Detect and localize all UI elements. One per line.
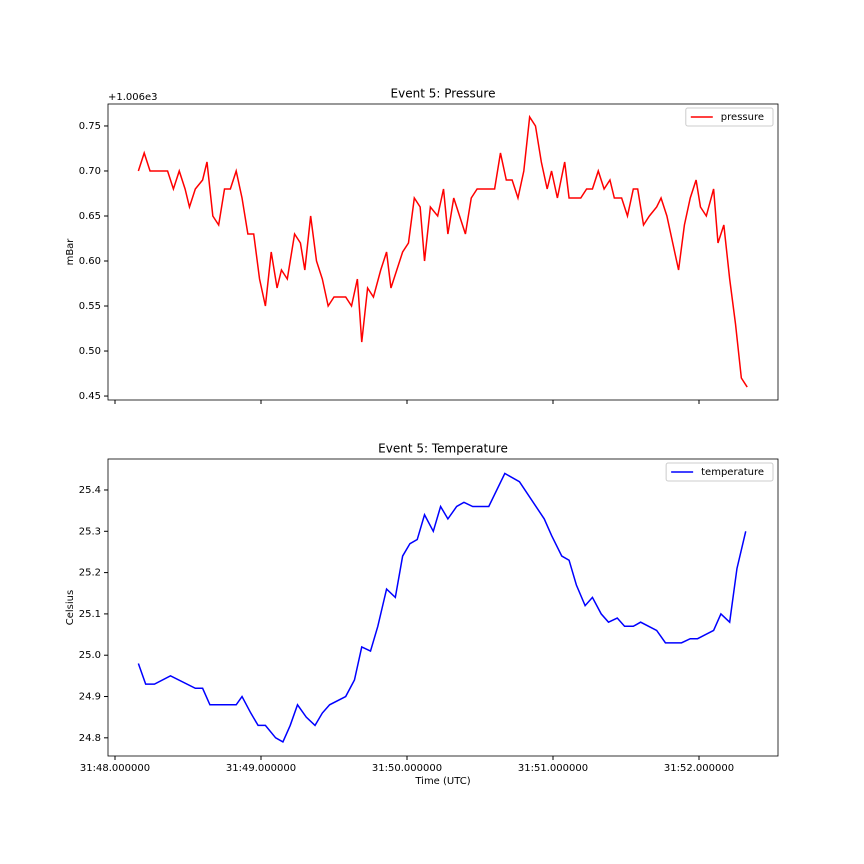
x-tick-label: 31:48.000000	[80, 763, 150, 774]
legend: pressure	[685, 107, 774, 127]
legend-label: pressure	[721, 112, 764, 123]
y-tick-label: 0.55	[79, 301, 101, 312]
y-tick-label: 24.9	[79, 692, 101, 703]
chart-title: Event 5: Pressure	[391, 87, 496, 101]
y-tick-label: 0.45	[79, 391, 101, 402]
y-tick-label: 0.65	[79, 211, 101, 222]
y-tick-label: 25.3	[79, 526, 101, 537]
y-tick-label: 25.0	[79, 650, 101, 661]
legend: temperature	[665, 462, 774, 482]
plot-frame	[107, 103, 779, 401]
x-tick-label: 31:51.000000	[518, 763, 588, 774]
data-line	[137, 472, 747, 744]
y-axis-label: mBar	[65, 238, 76, 266]
legend-box	[685, 107, 774, 127]
x-tick-label: 31:49.000000	[226, 763, 296, 774]
chart-title: Event 5: Temperature	[378, 442, 508, 456]
y-tick-label: 0.50	[79, 346, 101, 357]
y-tick-label: 0.70	[79, 166, 101, 177]
legend-label: temperature	[701, 467, 764, 478]
y-tick-label: 0.60	[79, 256, 101, 267]
x-tick-label: 31:50.000000	[372, 763, 442, 774]
y-tick-label: 24.8	[79, 733, 101, 744]
y-offset-label: +1.006e3	[108, 92, 158, 103]
y-tick-label: 25.1	[79, 609, 101, 620]
y-tick-label: 25.2	[79, 568, 101, 579]
x-tick-label: 31:52.000000	[664, 763, 734, 774]
y-tick-label: 0.75	[79, 121, 101, 132]
y-tick-label: 25.4	[79, 485, 101, 496]
legend-box	[665, 462, 774, 482]
x-axis-label: Time (UTC)	[414, 776, 470, 787]
y-axis-label: Celsius	[65, 590, 76, 625]
plot-frame	[107, 458, 779, 757]
data-line	[137, 114, 748, 388]
